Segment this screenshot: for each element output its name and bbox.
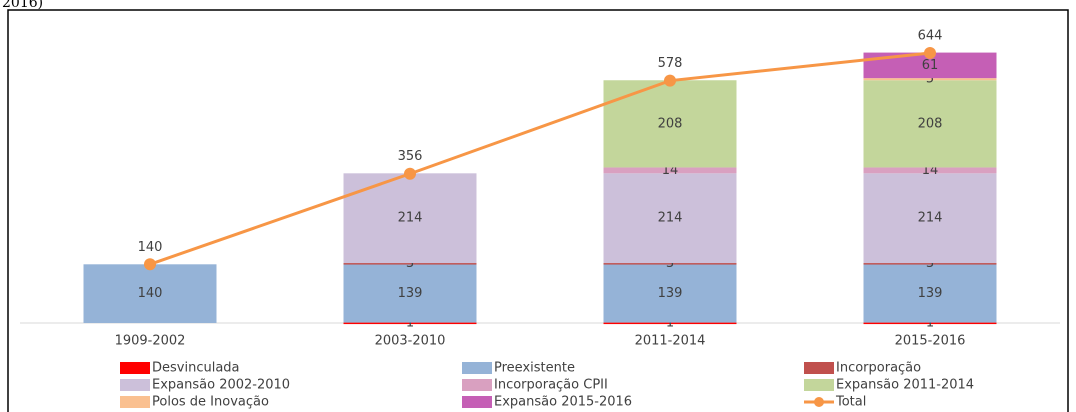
data-label: 61 <box>922 58 939 73</box>
data-label: 140 <box>138 286 163 301</box>
data-label: 1 <box>406 315 414 330</box>
legend-swatch <box>120 379 150 391</box>
total-line <box>149 51 931 266</box>
bar-segment <box>863 322 997 325</box>
legend-label: Desvinculada <box>152 361 240 376</box>
total-label: 644 <box>918 29 943 44</box>
bar-segment <box>343 322 477 325</box>
x-tick-label: 2015-2016 <box>895 334 966 349</box>
legend-label: Expansão 2011-2014 <box>836 378 974 393</box>
bar-segment <box>863 78 997 81</box>
bar-segment <box>863 167 997 174</box>
bar-segment <box>603 263 737 265</box>
legend-swatch <box>462 379 492 391</box>
bar-segment <box>83 264 217 323</box>
legend-label: Preexistente <box>494 361 575 376</box>
legend-swatch <box>120 362 150 374</box>
bar-segment <box>603 167 737 174</box>
data-label: 139 <box>398 286 423 301</box>
data-label: 3 <box>666 256 674 271</box>
bar-segment <box>603 264 737 323</box>
data-label: 139 <box>658 286 683 301</box>
legend-label: Expansão 2015-2016 <box>494 395 632 410</box>
bar-segment <box>603 173 737 264</box>
total-label: 356 <box>398 149 423 164</box>
legend-swatch <box>462 396 492 408</box>
x-tick-label: 2003-2010 <box>375 334 446 349</box>
bar-segment <box>343 263 477 265</box>
caption: 2016) <box>2 0 43 11</box>
bar-segment <box>863 80 997 168</box>
total-label: 578 <box>658 56 683 71</box>
bar-segment <box>863 263 997 265</box>
legend-label: Expansão 2002-2010 <box>152 378 290 393</box>
total-marker <box>144 258 156 271</box>
x-tick-label: 2011-2014 <box>635 334 706 349</box>
data-label: 3 <box>406 256 414 271</box>
bar-segment <box>343 264 477 323</box>
total-label: 140 <box>138 240 163 255</box>
legend-label: Incorporação CPII <box>494 378 608 393</box>
data-label: 5 <box>926 72 934 87</box>
legend-swatch <box>462 362 492 374</box>
legend-swatch <box>814 397 824 407</box>
data-label: 214 <box>918 211 943 226</box>
bar-segment <box>603 322 737 325</box>
total-marker <box>924 47 936 59</box>
legend-swatch <box>804 362 834 374</box>
data-label: 1 <box>926 315 934 330</box>
bar-segment <box>603 80 737 168</box>
bar-segment <box>863 264 997 323</box>
legend-label: Incorporação <box>836 361 921 376</box>
legend-label: Total <box>835 395 866 410</box>
data-label: 1 <box>666 315 674 330</box>
legend-swatch <box>804 379 834 391</box>
total-marker <box>404 167 416 180</box>
x-tick-label: 1909-2002 <box>115 334 186 349</box>
data-label: 208 <box>658 116 683 131</box>
chart-frame <box>7 9 1069 412</box>
bar-segment <box>863 173 997 264</box>
legend-label: Polos de Inovação <box>152 395 269 410</box>
data-label: 139 <box>918 286 943 301</box>
data-label: 3 <box>926 256 934 271</box>
data-label: 208 <box>918 116 943 131</box>
legend-swatch <box>120 396 150 408</box>
data-label: 214 <box>398 211 423 226</box>
data-label: 214 <box>658 211 683 226</box>
total-marker <box>664 74 676 87</box>
